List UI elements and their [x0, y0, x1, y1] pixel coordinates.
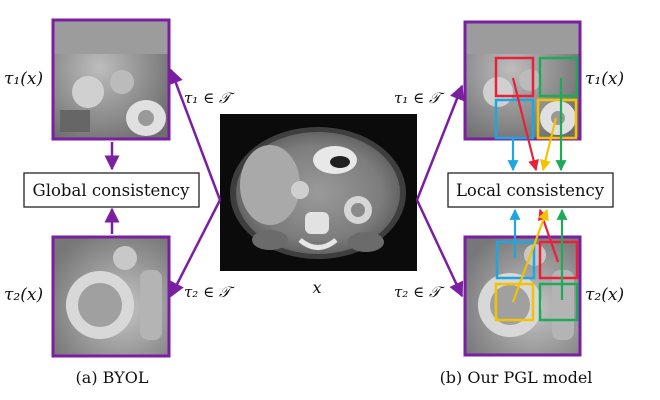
left-crop-top	[51, 18, 171, 141]
left-crop-bottom	[51, 235, 171, 358]
right-crop-top	[463, 20, 582, 141]
local-consistency-label: Local consistency	[456, 181, 605, 200]
left-tau1-in-T-label: τ₁ ∈ 𝒯	[184, 89, 235, 107]
right-caption: (b) Our PGL model	[440, 368, 593, 387]
top-patch-red	[494, 56, 535, 98]
right-tau1-in-T-label: τ₁ ∈ 𝒯	[394, 89, 445, 107]
top-patch-green	[538, 56, 579, 98]
left-tau2-arrow	[169, 199, 222, 298]
local-consistency-box	[447, 172, 614, 208]
right-tau2-in-T-label: τ₂ ∈ 𝒯	[394, 283, 445, 301]
right-tau2-arrow	[415, 199, 464, 298]
bottom-patch-red	[538, 240, 579, 280]
input-x-label: x	[312, 278, 321, 297]
right-tau2-x-label: τ₂(x)	[585, 285, 624, 305]
global-consistency-label: Global consistency	[33, 181, 191, 200]
top-patch-yellow	[536, 98, 578, 140]
right-tau1-arrow	[415, 84, 465, 201]
right-tau1-x-label: τ₁(x)	[585, 69, 624, 89]
bottom-patch-yellow	[494, 282, 535, 322]
bottom-yellow-arrow	[511, 208, 549, 303]
right-crop-bottom	[463, 235, 582, 357]
left-tau1-x-label: τ₁(x)	[4, 69, 43, 89]
top-red-arrow	[511, 77, 539, 172]
left-tau2-in-T-label: τ₂ ∈ 𝒯	[184, 283, 235, 301]
left-tau1-arrow	[168, 68, 222, 201]
left-tau2-x-label: τ₂(x)	[4, 285, 43, 305]
left-caption: (a) BYOL	[76, 368, 149, 387]
top-yellow-arrow	[540, 117, 558, 172]
global-consistency-box	[23, 172, 200, 208]
bottom-patch-green	[538, 282, 579, 322]
top-patch-blue	[494, 98, 535, 140]
ct-scan-image	[220, 114, 417, 271]
